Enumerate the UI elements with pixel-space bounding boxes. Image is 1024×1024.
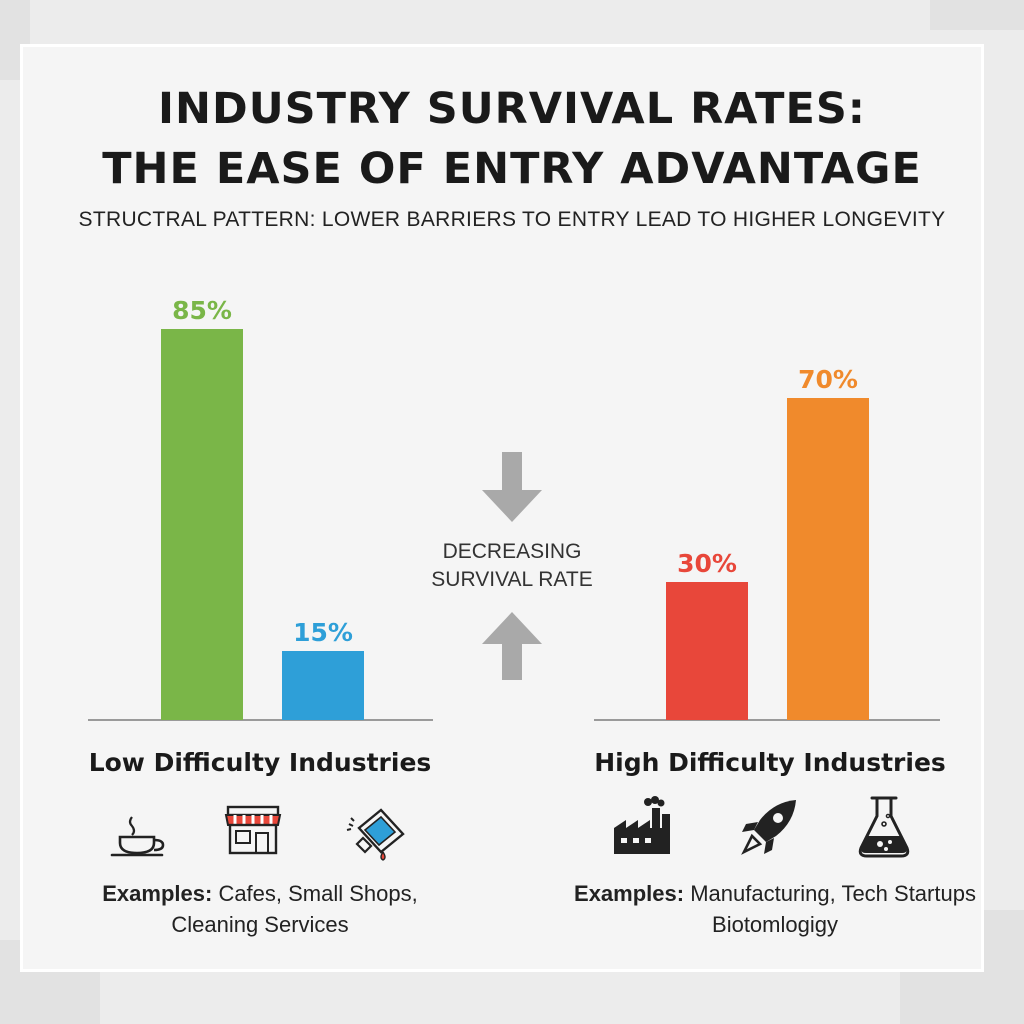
bar-label-15: 15% <box>293 618 353 647</box>
storefront-icon <box>224 805 282 855</box>
flask-icon <box>858 796 910 858</box>
examples-low-label: Examples: <box>102 881 213 906</box>
bar-label-30: 30% <box>677 549 737 578</box>
coffee-cup-icon <box>110 816 165 857</box>
bar-30 <box>666 582 748 720</box>
title-line-1: INDUSTRY SURVIVAL RATES: <box>158 84 866 134</box>
bar-label-85: 85% <box>172 296 232 325</box>
rocket-icon <box>741 800 796 855</box>
examples-high: Examples: Manufacturing, Tech Startups B… <box>560 878 990 940</box>
examples-high-line-2: Biotomlogigy <box>712 912 838 937</box>
middle-label-line-2: SURVIVAL RATE <box>431 568 592 591</box>
bar-85 <box>161 329 243 720</box>
examples-high-label: Examples: <box>574 881 685 906</box>
group-title-high: High Difficulty Industries <box>594 748 946 777</box>
bar-70 <box>787 398 869 720</box>
factory-icon <box>614 796 670 854</box>
group-title-low: Low Difficulty Industries <box>88 748 432 777</box>
examples-low-line-2: Cleaning Services <box>171 912 349 937</box>
arrow-down-icon <box>482 452 542 522</box>
examples-high-line-1: Manufacturing, Tech Startups <box>690 881 976 906</box>
title-line-2: THE EASE OF ENTRY ADVANTAGE <box>102 144 922 194</box>
arrow-up-icon <box>482 612 542 680</box>
subtitle: STRUCTRAL PATTERN: LOWER BARRIERS TO ENT… <box>78 208 946 231</box>
examples-low: Examples: Cafes, Small Shops, Cleaning S… <box>60 878 460 940</box>
middle-label-line-1: DECREASING <box>443 540 582 563</box>
corner-decoration-top-right <box>930 0 1024 30</box>
bar-15 <box>282 651 364 720</box>
examples-low-line-1: Cafes, Small Shops, <box>218 881 418 906</box>
cleaning-spray-icon <box>346 808 405 861</box>
bar-label-70: 70% <box>798 365 858 394</box>
